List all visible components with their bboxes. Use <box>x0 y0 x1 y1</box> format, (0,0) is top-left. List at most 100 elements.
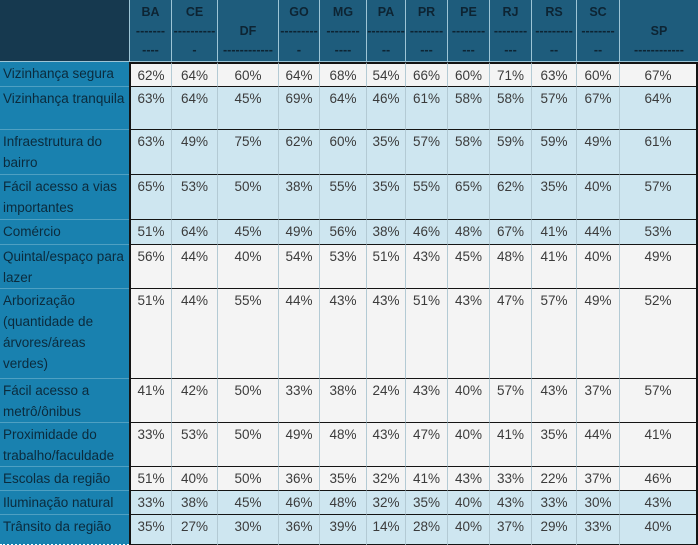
value-cell[interactable]: 35% <box>366 175 405 220</box>
value-cell[interactable]: 35% <box>319 467 366 491</box>
value-cell[interactable]: 45% <box>217 491 278 515</box>
value-cell[interactable]: 57% <box>619 379 698 423</box>
value-cell[interactable]: 64% <box>619 87 698 130</box>
value-cell[interactable]: 30% <box>217 515 278 545</box>
value-cell[interactable]: 57% <box>489 379 531 423</box>
value-cell[interactable]: 63% <box>129 87 171 130</box>
column-header-rj[interactable]: RJ -------- --- <box>489 0 531 62</box>
value-cell[interactable]: 48% <box>319 491 366 515</box>
value-cell[interactable]: 36% <box>278 515 319 545</box>
value-cell[interactable]: 62% <box>278 130 319 175</box>
value-cell[interactable]: 38% <box>171 491 217 515</box>
value-cell[interactable]: 40% <box>447 423 489 467</box>
value-cell[interactable]: 58% <box>489 87 531 130</box>
value-cell[interactable]: 67% <box>576 87 619 130</box>
value-cell[interactable]: 56% <box>129 245 171 289</box>
value-cell[interactable]: 55% <box>217 289 278 379</box>
column-header-rs[interactable]: RS --------- -- <box>531 0 576 62</box>
value-cell[interactable]: 14% <box>366 515 405 545</box>
value-cell[interactable]: 35% <box>531 423 576 467</box>
value-cell[interactable]: 53% <box>319 245 366 289</box>
value-cell[interactable]: 57% <box>619 175 698 220</box>
value-cell[interactable]: 69% <box>278 87 319 130</box>
value-cell[interactable]: 27% <box>171 515 217 545</box>
value-cell[interactable]: 64% <box>171 87 217 130</box>
value-cell[interactable]: 50% <box>217 379 278 423</box>
value-cell[interactable]: 37% <box>576 379 619 423</box>
value-cell[interactable]: 46% <box>278 491 319 515</box>
value-cell[interactable]: 41% <box>489 423 531 467</box>
value-cell[interactable]: 64% <box>278 62 319 87</box>
value-cell[interactable]: 43% <box>319 289 366 379</box>
row-label[interactable]: Quintal/espaço para lazer <box>0 245 129 289</box>
value-cell[interactable]: 32% <box>366 467 405 491</box>
row-label[interactable]: Arborização (quantidade de árvores/áreas… <box>0 289 129 379</box>
value-cell[interactable]: 62% <box>129 62 171 87</box>
column-header-pe[interactable]: PE -------- --- <box>447 0 489 62</box>
value-cell[interactable]: 41% <box>619 423 698 467</box>
value-cell[interactable]: 40% <box>447 491 489 515</box>
value-cell[interactable]: 59% <box>531 130 576 175</box>
value-cell[interactable]: 44% <box>171 245 217 289</box>
value-cell[interactable]: 63% <box>129 130 171 175</box>
value-cell[interactable]: 43% <box>447 467 489 491</box>
value-cell[interactable]: 50% <box>217 467 278 491</box>
value-cell[interactable]: 51% <box>129 467 171 491</box>
value-cell[interactable]: 67% <box>489 220 531 245</box>
value-cell[interactable]: 66% <box>405 62 447 87</box>
column-header-sp[interactable]: SP ------------ <box>619 0 698 62</box>
row-label[interactable]: Trânsito da região <box>0 515 129 545</box>
value-cell[interactable]: 38% <box>319 379 366 423</box>
value-cell[interactable]: 57% <box>405 130 447 175</box>
value-cell[interactable]: 32% <box>366 491 405 515</box>
corner-cell[interactable] <box>0 0 129 62</box>
value-cell[interactable]: 35% <box>366 130 405 175</box>
value-cell[interactable]: 49% <box>576 289 619 379</box>
value-cell[interactable]: 41% <box>129 379 171 423</box>
value-cell[interactable]: 35% <box>129 515 171 545</box>
value-cell[interactable]: 42% <box>171 379 217 423</box>
value-cell[interactable]: 41% <box>405 467 447 491</box>
value-cell[interactable]: 37% <box>489 515 531 545</box>
value-cell[interactable]: 53% <box>619 220 698 245</box>
value-cell[interactable]: 62% <box>489 175 531 220</box>
value-cell[interactable]: 44% <box>171 289 217 379</box>
value-cell[interactable]: 43% <box>366 423 405 467</box>
value-cell[interactable]: 33% <box>576 515 619 545</box>
row-label[interactable]: Escolas da região <box>0 467 129 491</box>
value-cell[interactable]: 43% <box>405 245 447 289</box>
value-cell[interactable]: 40% <box>576 245 619 289</box>
value-cell[interactable]: 43% <box>366 289 405 379</box>
value-cell[interactable]: 50% <box>217 423 278 467</box>
column-header-ba[interactable]: BA ------- ---- <box>129 0 171 62</box>
column-header-go[interactable]: GO ---------- - <box>278 0 319 62</box>
value-cell[interactable]: 33% <box>129 423 171 467</box>
value-cell[interactable]: 45% <box>217 87 278 130</box>
value-cell[interactable]: 47% <box>405 423 447 467</box>
value-cell[interactable]: 43% <box>405 379 447 423</box>
value-cell[interactable]: 35% <box>531 175 576 220</box>
value-cell[interactable]: 40% <box>447 515 489 545</box>
value-cell[interactable]: 60% <box>447 62 489 87</box>
column-header-pr[interactable]: PR -------- --- <box>405 0 447 62</box>
value-cell[interactable]: 56% <box>319 220 366 245</box>
value-cell[interactable]: 48% <box>319 423 366 467</box>
value-cell[interactable]: 58% <box>447 130 489 175</box>
value-cell[interactable]: 46% <box>619 467 698 491</box>
value-cell[interactable]: 71% <box>489 62 531 87</box>
value-cell[interactable]: 49% <box>278 423 319 467</box>
row-label[interactable]: Fácil acesso a vias importantes <box>0 175 129 220</box>
row-label[interactable]: Vizinhança segura <box>0 62 129 87</box>
value-cell[interactable]: 55% <box>405 175 447 220</box>
value-cell[interactable]: 37% <box>576 467 619 491</box>
value-cell[interactable]: 28% <box>405 515 447 545</box>
value-cell[interactable]: 57% <box>531 289 576 379</box>
value-cell[interactable]: 65% <box>447 175 489 220</box>
value-cell[interactable]: 33% <box>531 491 576 515</box>
value-cell[interactable]: 52% <box>619 289 698 379</box>
column-header-mg[interactable]: MG -------- ---- <box>319 0 366 62</box>
value-cell[interactable]: 60% <box>319 130 366 175</box>
value-cell[interactable]: 38% <box>366 220 405 245</box>
value-cell[interactable]: 38% <box>278 175 319 220</box>
value-cell[interactable]: 54% <box>278 245 319 289</box>
